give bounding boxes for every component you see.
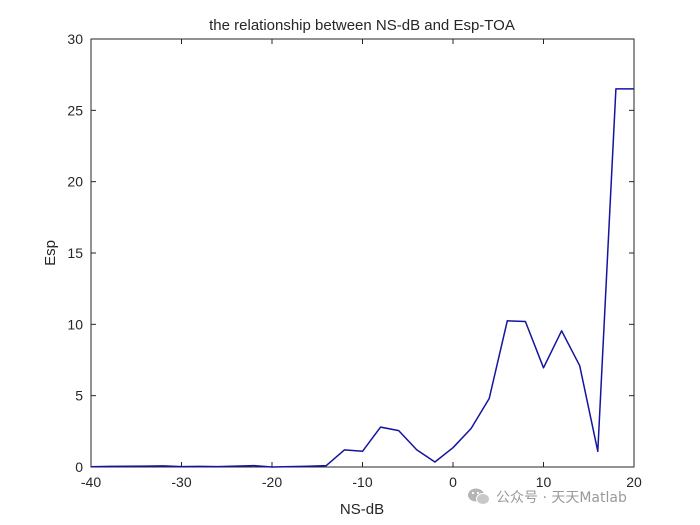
y-tick-label: 0 [75,459,83,475]
x-axis: -40 -30 -20 -10 0 10 20 [81,39,642,490]
watermark: 公众号 · 天天Matlab [468,488,627,506]
y-axis: 0 5 10 15 20 25 30 [67,31,634,475]
x-tick-label: 20 [626,474,642,490]
x-tick-label: -10 [352,474,372,490]
y-tick-label: 10 [67,316,83,332]
series-line [90,88,634,468]
x-axis-label: NS-dB [340,501,384,518]
x-tick-label: 10 [536,474,552,490]
y-tick-label: 5 [75,388,83,404]
x-tick-label: -20 [262,474,282,490]
x-tick-label: 0 [449,474,457,490]
chart-title: the relationship between NS-dB and Esp-T… [209,17,515,34]
series-layer [90,88,634,468]
y-tick-label: 20 [67,174,83,190]
x-tick-label: -30 [171,474,191,490]
plot-area [90,38,635,468]
y-tick-label: 30 [67,31,83,47]
wechat-icon [468,488,490,505]
y-tick-label: 25 [67,102,83,118]
watermark-text: 公众号 · 天天Matlab [496,490,627,506]
x-tick-label: -40 [81,474,101,490]
y-axis-label: Esp [42,240,59,266]
y-tick-label: 15 [67,245,83,261]
